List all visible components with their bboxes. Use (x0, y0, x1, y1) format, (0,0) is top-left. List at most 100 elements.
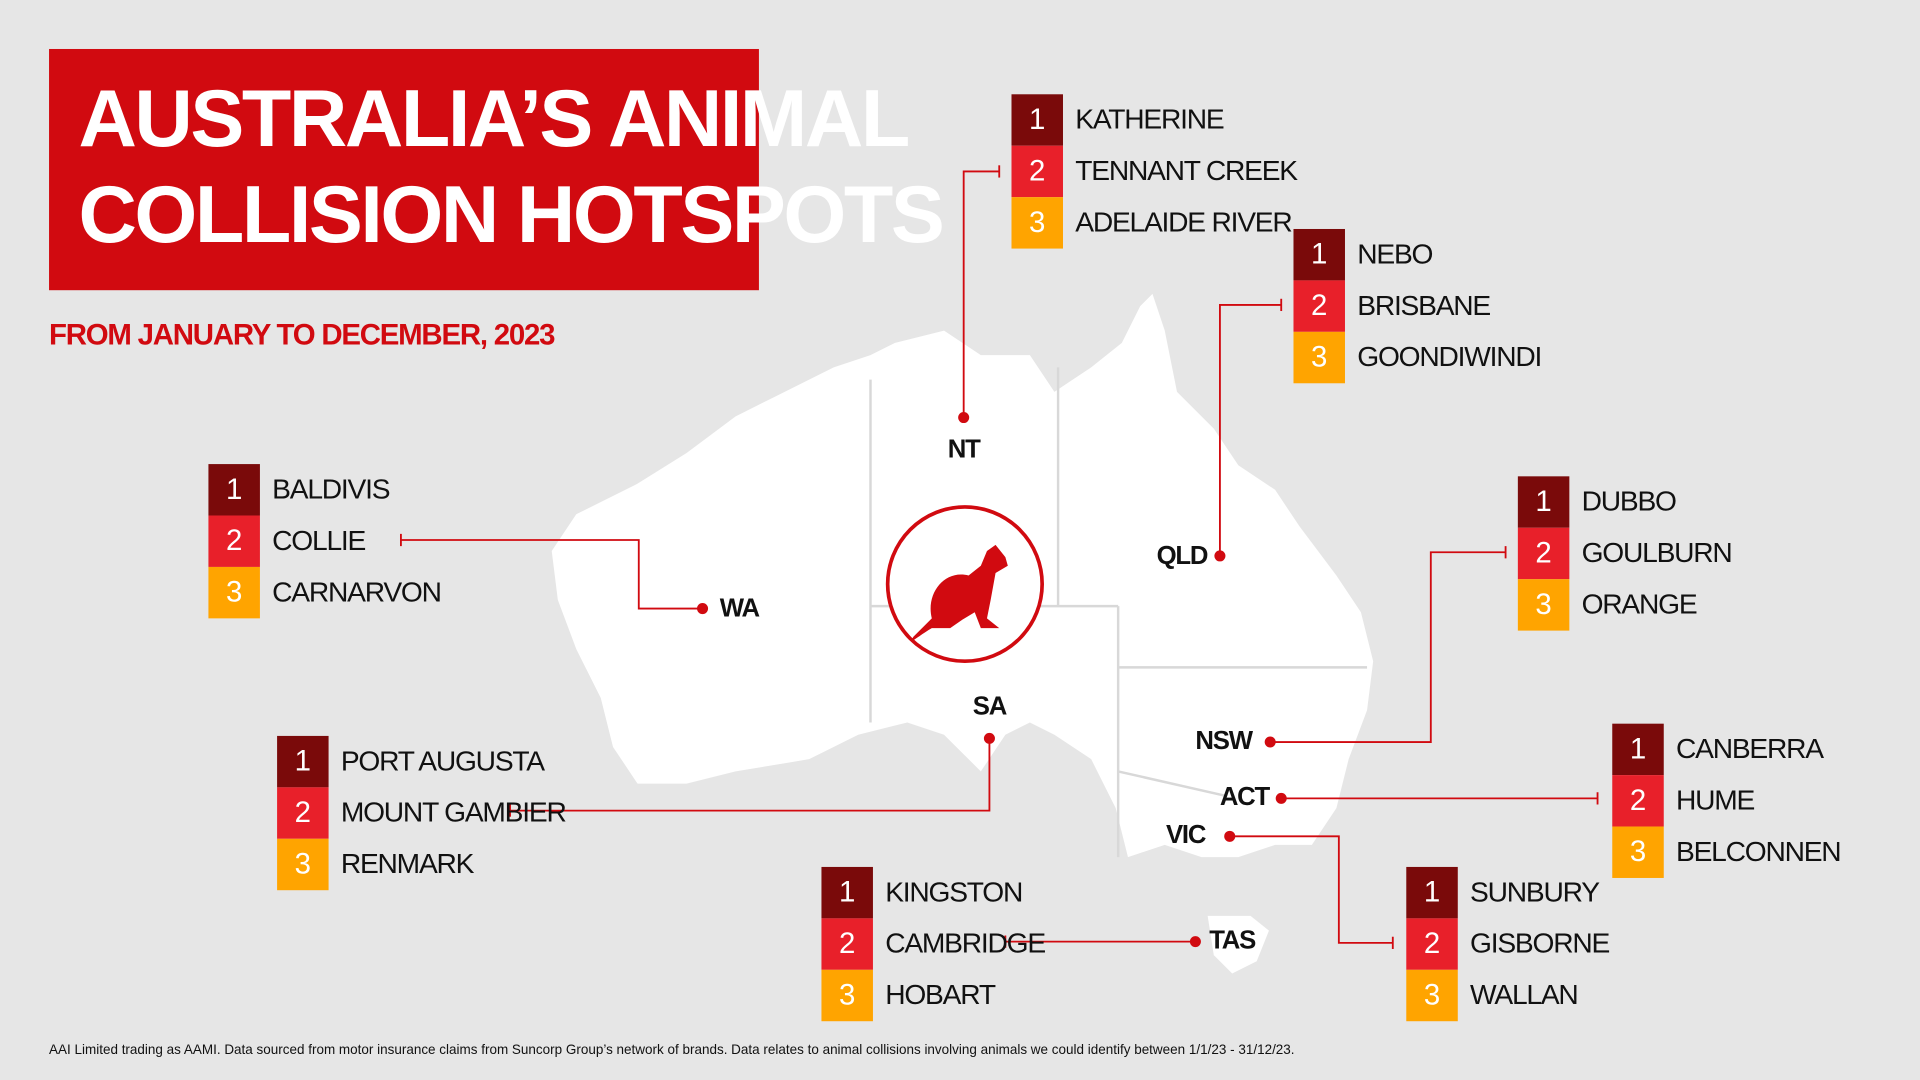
hotspot-name: CAMBRIDGE (885, 927, 1045, 959)
rank-box (1517, 579, 1570, 631)
leader-line (1229, 835, 1393, 944)
title-box (49, 48, 759, 291)
rank-number: 1 (1424, 876, 1440, 909)
hotspot-name: CANBERRA (1676, 732, 1824, 764)
region-label: TAS (1209, 926, 1256, 954)
region-dot (1275, 792, 1287, 804)
hotspot-name: COLLIE (272, 524, 365, 556)
hotspot-name: KINGSTON (885, 875, 1022, 907)
rank-number: 1 (1535, 485, 1551, 518)
hotspot-name: WALLAN (1470, 978, 1578, 1010)
rank-box (1612, 723, 1664, 776)
rank-box (1293, 280, 1345, 332)
rank-box (208, 464, 260, 516)
rank-box (1406, 866, 1458, 919)
leader-line (1219, 303, 1282, 556)
rank-number: 1 (1311, 238, 1327, 271)
hotspot-name: BALDIVIS (272, 472, 390, 504)
rank-number: 2 (1311, 289, 1327, 322)
subtitle: FROM JANUARY TO DECEMBER, 2023 (49, 319, 555, 352)
rank-box (821, 969, 873, 1022)
rank-number: 3 (839, 979, 855, 1012)
region-label: WA (720, 595, 760, 623)
hotspot-name: BELCONNEN (1676, 835, 1840, 867)
region-label: QLD (1157, 542, 1208, 570)
region-dot (983, 732, 995, 744)
rank-number: 2 (839, 927, 855, 960)
rank-number: 3 (295, 847, 311, 880)
rank-number: 3 (1424, 979, 1440, 1012)
rank-box (1011, 94, 1063, 146)
hotspot-name: MOUNT GAMBIER (341, 796, 567, 828)
rank-number: 1 (839, 876, 855, 909)
rank-number: 3 (226, 576, 242, 609)
region-dot (697, 603, 709, 615)
rank-box (277, 787, 329, 839)
rank-box (1406, 969, 1458, 1022)
region-dot (1189, 936, 1201, 948)
hotspot-name: PORT AUGUSTA (341, 744, 545, 776)
rank-number: 2 (226, 524, 242, 557)
rank-number: 2 (1424, 927, 1440, 960)
rank-box (208, 515, 260, 567)
hotspot-name: CARNARVON (272, 575, 441, 607)
rank-box (1517, 527, 1570, 580)
region-dot (958, 412, 970, 424)
region-label: SA (973, 693, 1007, 721)
rank-box (277, 838, 329, 891)
rank-box (1612, 775, 1664, 827)
rank-box (821, 918, 873, 970)
rank-box (277, 735, 329, 788)
leader-line (1270, 551, 1506, 743)
hotspot-name: SUNBURY (1470, 875, 1600, 907)
leader-line (510, 738, 991, 812)
hotspot-name: GOULBURN (1582, 536, 1732, 568)
rank-box (208, 566, 260, 619)
rank-number: 3 (1029, 206, 1045, 239)
hotspot-name: DUBBO (1582, 485, 1676, 517)
hotspot-name: KATHERINE (1075, 103, 1224, 135)
rank-box (1612, 826, 1664, 878)
rank-number: 3 (1311, 341, 1327, 374)
hotspot-name: HOBART (885, 978, 996, 1010)
hotspot-name: HUME (1676, 783, 1755, 815)
region-label: NSW (1195, 727, 1253, 755)
rank-box (1406, 918, 1458, 970)
leader-line (962, 170, 1000, 418)
title-line: AUSTRALIA’S ANIMAL (78, 74, 907, 164)
hotspot-name: BRISBANE (1357, 289, 1490, 321)
region-label: ACT (1220, 783, 1271, 811)
rank-number: 2 (1029, 154, 1045, 187)
hotspot-name: ORANGE (1582, 588, 1697, 620)
hotspot-name: RENMARK (341, 847, 475, 879)
hotspot-name: ADELAIDE RIVER (1075, 206, 1292, 238)
hotspot-name: GOONDIWINDI (1357, 340, 1541, 372)
region-dot (1224, 830, 1236, 842)
title-line: COLLISION HOTSPOTS (78, 170, 942, 260)
footnote: AAI Limited trading as AAMI. Data source… (49, 1042, 1295, 1057)
region-label: NT (948, 435, 981, 463)
region-label: VIC (1166, 821, 1206, 849)
rank-box (1293, 228, 1345, 281)
rank-number: 1 (1630, 732, 1646, 765)
rank-box (821, 866, 873, 919)
rank-number: 3 (1535, 588, 1551, 621)
rank-box (1011, 145, 1063, 198)
rank-box (1517, 476, 1570, 528)
rank-number: 2 (1535, 536, 1551, 569)
rank-number: 1 (226, 473, 242, 506)
hotspot-name: GISBORNE (1470, 927, 1609, 959)
rank-number: 2 (295, 796, 311, 829)
rank-box (1011, 197, 1063, 249)
tasmania (1207, 915, 1269, 974)
rank-number: 2 (1630, 784, 1646, 817)
hotspot-name: NEBO (1357, 237, 1432, 269)
rank-number: 1 (1029, 103, 1045, 136)
region-dot (1264, 736, 1276, 748)
leader-line (400, 539, 703, 610)
rank-box (1293, 331, 1345, 384)
rank-number: 3 (1630, 835, 1646, 868)
region-dot (1214, 550, 1226, 562)
kangaroo-logo (885, 505, 1044, 664)
